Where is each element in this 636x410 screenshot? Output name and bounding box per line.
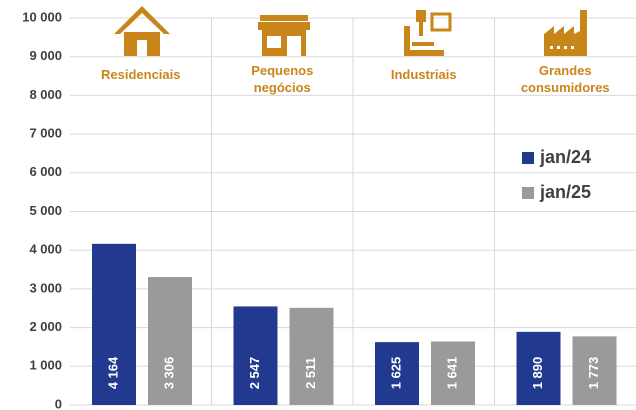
value-label: 4 164 <box>105 356 120 389</box>
house-icon <box>114 6 170 56</box>
value-label: 1 641 <box>444 357 459 390</box>
legend-label: jan/24 <box>539 147 591 167</box>
y-tick-label: 7 000 <box>29 126 62 141</box>
bar <box>516 331 561 405</box>
bar <box>375 342 419 405</box>
y-tick-label: 3 000 <box>29 280 62 295</box>
value-label: 1 625 <box>388 357 403 390</box>
legend-label: jan/25 <box>539 182 591 202</box>
bar <box>92 243 136 405</box>
y-tick-label: 9 000 <box>29 48 62 63</box>
bar <box>233 306 278 405</box>
y-tick-label: 0 <box>55 396 62 410</box>
bar <box>148 277 192 405</box>
y-tick-label: 8 000 <box>29 87 62 102</box>
y-tick-label: 5 000 <box>29 203 62 218</box>
grid <box>70 17 636 406</box>
icons <box>114 6 587 56</box>
y-tick-label: 6 000 <box>29 164 62 179</box>
y-tick-label: 2 000 <box>29 319 62 334</box>
y-tick-label: 1 000 <box>29 358 62 373</box>
legend-swatch <box>522 187 534 199</box>
value-label: 1 890 <box>530 357 545 390</box>
bar <box>431 341 475 405</box>
value-label: 3 306 <box>161 357 176 390</box>
value-label: 2 547 <box>247 357 262 390</box>
machine-icon <box>404 10 452 56</box>
y-tick-label: 10 000 <box>22 9 62 24</box>
value-label: 2 511 <box>303 357 318 389</box>
category-label: Grandes consumidores <box>520 63 610 95</box>
y-tick-label: 4 000 <box>29 242 62 257</box>
bar <box>572 336 617 405</box>
category-label: Industriais <box>390 67 457 82</box>
bar <box>289 307 334 405</box>
category-label: Pequenos negócios <box>251 63 314 95</box>
factory-icon <box>544 10 587 56</box>
value-label: 1 773 <box>586 357 601 390</box>
shop-icon <box>258 15 310 56</box>
category-label: Residenciais <box>101 67 181 82</box>
legend-swatch <box>522 152 534 164</box>
